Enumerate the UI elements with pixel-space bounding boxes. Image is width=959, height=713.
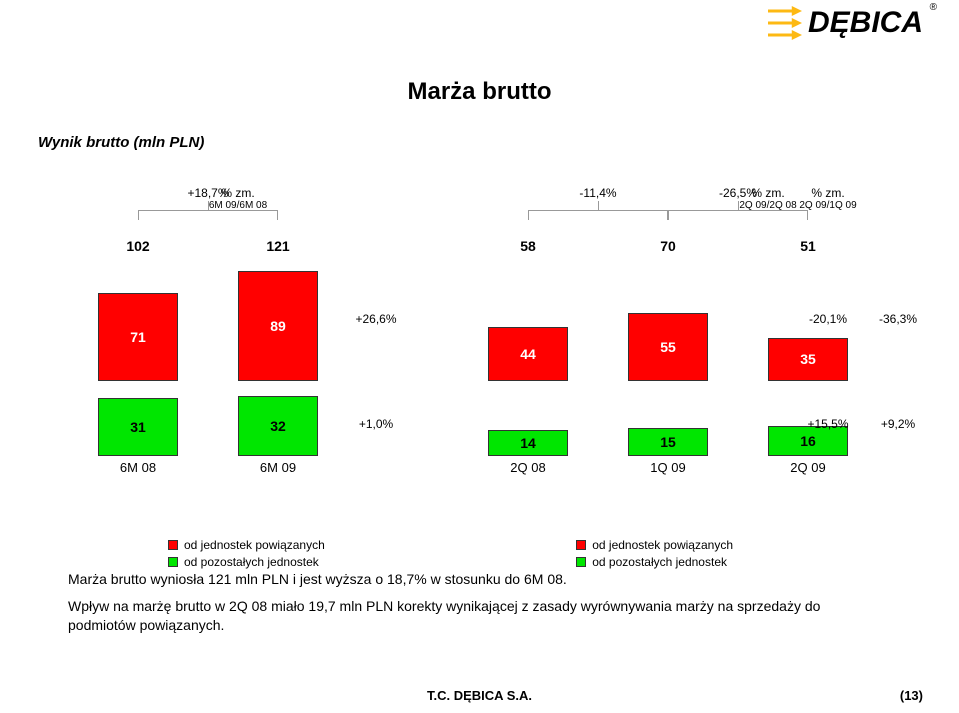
bar-bottom: 32 [238,396,318,456]
footer: T.C. DĘBICA S.A. (13) [0,688,959,703]
chart-top-bars-row: 71 89 44 55 35 +26,6% -20,1% -36,3% [38,260,921,382]
footer-company: T.C. DĘBICA S.A. [427,688,532,703]
bar-total-label: 70 [660,238,676,254]
note-2: Wpływ na marżę brutto w 2Q 08 miało 19,7… [68,597,891,635]
logo-text: DĘBICA® [808,6,923,40]
legend-swatch-green-icon [576,557,586,567]
legend-item-top: od jednostek powiązanych [168,538,325,552]
axis-label: 2Q 08 [510,460,545,475]
chart-area: 102121587051+18,7%% zm.6M 09/6M 08-11,4%… [38,160,921,480]
legend-label-top: od jednostek powiązanych [184,538,325,552]
bar-total-label: 51 [800,238,816,254]
bar-top: 71 [98,293,178,381]
logo: DĘBICA® [768,6,923,40]
bar-top: 35 [768,338,848,381]
bar-top: 89 [238,271,318,381]
logo-arrows-icon [768,6,802,40]
delta-label: -20,1% [809,312,847,326]
legend-swatch-red-icon [168,540,178,550]
delta-label: +15,5% [807,417,848,431]
bar-bottom: 15 [628,428,708,456]
note-1: Marża brutto wyniosła 121 mln PLN i jest… [68,570,891,589]
bar-top: 44 [488,327,568,381]
notes: Marża brutto wyniosła 121 mln PLN i jest… [68,570,891,643]
chart-axis-row: 6M 08 6M 09 2Q 08 1Q 09 2Q 09 [38,456,921,480]
bracket-label: % zm. [221,186,254,200]
bracket-sublabel: 6M 09/6M 08 [209,200,267,211]
bracket-label: % zm. [751,186,784,200]
legend-label-bottom: od pozostałych jednostek [184,555,319,569]
delta-label: +1,0% [359,417,393,431]
bar-bottom: 14 [488,430,568,456]
bracket-label: -11,4% [579,186,616,200]
legend-right: od jednostek powiązanych od pozostałych … [576,538,733,569]
page-subtitle: Wynik brutto (mln PLN) [38,134,204,151]
legend-label-top-r: od jednostek powiązanych [592,538,733,552]
legend-left: od jednostek powiązanych od pozostałych … [168,538,325,569]
legend-item-bottom-r: od pozostałych jednostek [576,555,733,569]
bar-top: 55 [628,313,708,381]
legend-item-bottom: od pozostałych jednostek [168,555,325,569]
legend-swatch-red-icon [576,540,586,550]
bar-bottom: 31 [98,398,178,456]
legend-item-top-r: od jednostek powiązanych [576,538,733,552]
axis-label: 6M 09 [260,460,296,475]
delta-label: -36,3% [879,312,917,326]
legend-swatch-green-icon [168,557,178,567]
chart-header-row: 102121587051+18,7%% zm.6M 09/6M 08-11,4%… [38,160,921,260]
axis-label: 6M 08 [120,460,156,475]
axis-label: 1Q 09 [650,460,685,475]
page-title: Marża brutto [0,78,959,106]
bar-total-label: 102 [126,238,149,254]
delta-label: +26,6% [355,312,396,326]
chart-legend: od jednostek powiązanych od pozostałych … [168,538,883,569]
chart-bottom-bars-row: 3132141516+1,0%+15,5%+9,2% [38,382,921,456]
bracket-sublabel: 2Q 09/2Q 08 [739,200,796,211]
footer-page: (13) [900,688,923,703]
axis-label: 2Q 09 [790,460,825,475]
bracket-label: % zm. [811,186,844,200]
bar-total-label: 58 [520,238,536,254]
legend-label-bottom-r: od pozostałych jednostek [592,555,727,569]
bar-total-label: 121 [266,238,289,254]
delta-label: +9,2% [881,417,915,431]
bracket-sublabel: 2Q 09/1Q 09 [799,200,856,211]
